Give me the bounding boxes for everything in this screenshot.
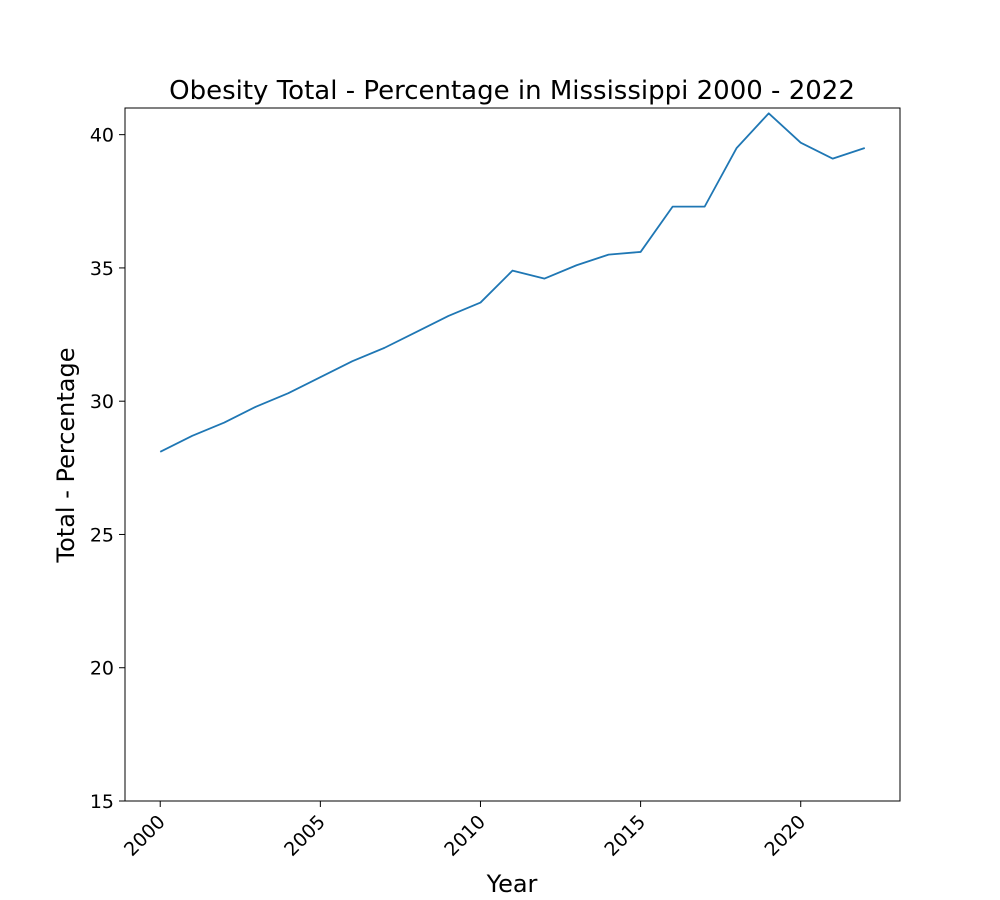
y-tick-label: 20 bbox=[90, 658, 114, 680]
y-axis-label: Total - Percentage bbox=[52, 348, 80, 564]
chart-title: Obesity Total - Percentage in Mississipp… bbox=[169, 76, 855, 106]
plot-area: 2000 2005 2010 2015 2020 15 20 25 30 35 40 bbox=[90, 107, 901, 861]
y-tick-label: 25 bbox=[90, 524, 114, 546]
plot-frame bbox=[124, 107, 901, 802]
series-group bbox=[159, 112, 866, 453]
y-tick-label: 40 bbox=[90, 125, 114, 147]
x-tick-label: 2010 bbox=[440, 811, 490, 861]
x-tick-label: 2005 bbox=[280, 811, 330, 861]
x-axis-label: Year bbox=[486, 870, 538, 898]
x-axis: 2000 2005 2010 2015 2020 bbox=[120, 801, 810, 861]
y-axis: 15 20 25 30 35 40 bbox=[90, 125, 125, 813]
series-line bbox=[159, 112, 866, 453]
y-tick-label: 35 bbox=[90, 258, 114, 280]
x-tick-label: 2020 bbox=[761, 811, 811, 861]
x-tick-label: 2015 bbox=[600, 811, 650, 861]
y-tick-label: 15 bbox=[90, 791, 114, 813]
x-tick-label: 2000 bbox=[120, 811, 170, 861]
y-tick-label: 30 bbox=[90, 391, 114, 413]
